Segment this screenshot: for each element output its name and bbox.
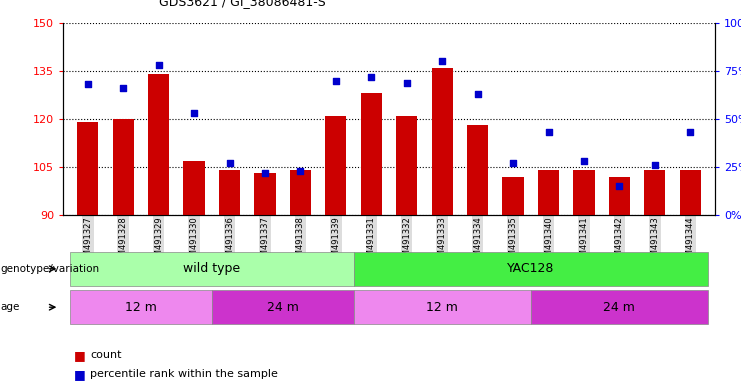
Text: GDS3621 / GI_38086481-S: GDS3621 / GI_38086481-S [159, 0, 326, 8]
Point [472, 91, 484, 97]
Bar [325, 116, 347, 215]
Point [685, 129, 697, 136]
Point [507, 160, 519, 166]
Point [188, 110, 200, 116]
Point [82, 81, 93, 88]
Text: wild type: wild type [183, 262, 240, 275]
Point [224, 160, 236, 166]
Point [436, 58, 448, 65]
Point [542, 129, 554, 136]
Bar [679, 170, 701, 215]
Point [294, 168, 306, 174]
Point [614, 183, 625, 189]
Bar [502, 177, 524, 215]
Bar [574, 170, 594, 215]
Bar [361, 93, 382, 215]
Point [649, 162, 661, 168]
Bar [70, 252, 353, 286]
Text: 12 m: 12 m [426, 301, 458, 314]
Text: 24 m: 24 m [603, 301, 635, 314]
Point [153, 62, 165, 68]
Point [401, 79, 413, 86]
Text: YAC128: YAC128 [507, 262, 554, 275]
Bar [467, 126, 488, 215]
Point [330, 78, 342, 84]
Bar [212, 290, 353, 324]
Text: 24 m: 24 m [267, 301, 299, 314]
Text: count: count [90, 350, 122, 360]
Bar [148, 74, 169, 215]
Bar [113, 119, 134, 215]
Bar [70, 290, 212, 324]
Bar [353, 252, 708, 286]
Bar [254, 174, 276, 215]
Bar [538, 170, 559, 215]
Point [117, 85, 129, 91]
Point [365, 74, 377, 80]
Point [578, 158, 590, 164]
Text: ■: ■ [74, 349, 86, 362]
Bar [396, 116, 417, 215]
Bar [290, 170, 311, 215]
Bar [219, 170, 240, 215]
Bar [77, 122, 99, 215]
Bar [184, 161, 205, 215]
Text: ■: ■ [74, 368, 86, 381]
Text: percentile rank within the sample: percentile rank within the sample [90, 369, 279, 379]
Text: 12 m: 12 m [125, 301, 157, 314]
Bar [609, 177, 630, 215]
Bar [353, 290, 531, 324]
Text: genotype/variation: genotype/variation [1, 264, 100, 274]
Text: age: age [1, 302, 20, 312]
Point [259, 170, 271, 176]
Bar [644, 170, 665, 215]
Bar [531, 290, 708, 324]
Bar [431, 68, 453, 215]
